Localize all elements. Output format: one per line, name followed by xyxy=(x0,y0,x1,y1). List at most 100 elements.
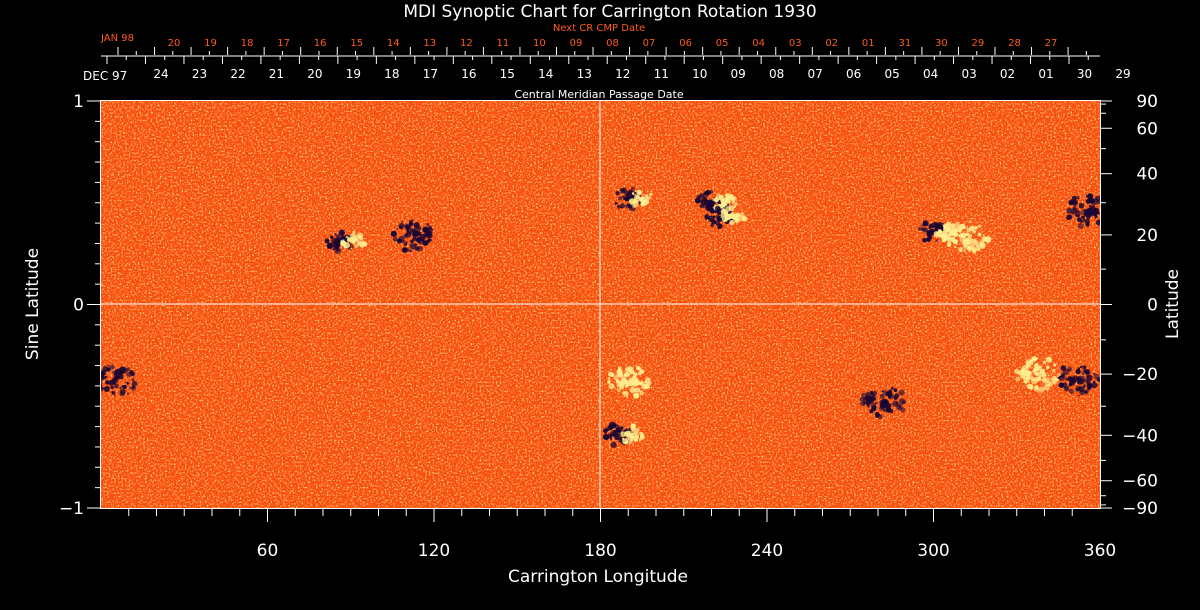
flux-speck xyxy=(610,441,617,448)
flux-speck xyxy=(934,227,938,231)
flux-speck xyxy=(629,387,636,394)
flux-speck xyxy=(634,190,637,192)
flux-speck xyxy=(409,249,412,253)
flux-speck xyxy=(1068,369,1071,372)
flux-speck xyxy=(643,383,650,390)
next-cmp-date-label: 16 xyxy=(314,38,327,49)
y-left-tick-label: −1 xyxy=(59,499,84,519)
flux-speck xyxy=(337,243,340,246)
flux-speck xyxy=(1082,365,1087,370)
flux-speck xyxy=(639,197,643,201)
flux-speck xyxy=(114,383,119,389)
flux-speck xyxy=(1038,386,1045,393)
flux-speck xyxy=(1087,383,1093,389)
flux-speck xyxy=(627,380,634,387)
flux-speck xyxy=(944,231,947,234)
flux-speck xyxy=(699,203,705,209)
cmp-date-label: 29 xyxy=(1115,67,1130,81)
flux-speck xyxy=(1072,377,1075,381)
flux-speck xyxy=(119,366,127,373)
next-cmp-date-label: 31 xyxy=(898,38,911,49)
flux-speck xyxy=(634,383,638,387)
flux-speck xyxy=(867,396,874,404)
flux-speck xyxy=(633,372,638,377)
flux-speck xyxy=(953,245,957,248)
next-cmp-date-label: 02 xyxy=(825,38,838,49)
next-cmp-date-label: 10 xyxy=(533,38,546,49)
flux-speck xyxy=(1034,376,1040,383)
flux-speck xyxy=(352,239,356,243)
cmp-date-label: 04 xyxy=(923,67,938,81)
flux-speck xyxy=(411,219,414,222)
flux-speck xyxy=(1025,375,1031,380)
flux-speck xyxy=(883,409,886,412)
flux-speck xyxy=(730,194,733,197)
flux-speck xyxy=(632,203,637,208)
active-region xyxy=(101,364,138,397)
flux-speck xyxy=(1065,377,1069,381)
flux-speck xyxy=(405,233,408,236)
flux-speck xyxy=(408,221,414,227)
flux-speck xyxy=(354,243,359,249)
flux-speck xyxy=(396,238,403,244)
flux-speck xyxy=(1094,197,1098,201)
flux-speck xyxy=(412,231,418,237)
next-cmp-date-label: 19 xyxy=(204,38,217,49)
flux-speck xyxy=(124,381,127,384)
flux-speck xyxy=(971,248,977,253)
flux-speck xyxy=(626,203,631,207)
next-cmp-date-label: 03 xyxy=(789,38,802,49)
flux-speck xyxy=(419,242,422,245)
flux-speck xyxy=(1083,218,1086,221)
plot-area xyxy=(101,101,1100,508)
y-axis-left-label: Sine Latitude xyxy=(23,248,43,360)
flux-speck xyxy=(334,232,337,236)
flux-speck xyxy=(1023,369,1030,377)
flux-speck xyxy=(950,234,953,236)
flux-speck xyxy=(731,200,735,204)
flux-speck xyxy=(959,223,966,230)
x-tick-label: 240 xyxy=(751,541,783,561)
flux-speck xyxy=(1075,368,1081,375)
x-tick-label: 180 xyxy=(584,541,616,561)
flux-speck xyxy=(127,392,129,395)
flux-speck xyxy=(640,434,645,440)
cmp-axis-title: Central Meridian Passage Date xyxy=(514,88,683,101)
flux-speck xyxy=(1040,368,1046,374)
flux-speck xyxy=(1080,381,1083,384)
active-region xyxy=(1014,356,1062,393)
next-cmp-date-label: 01 xyxy=(862,38,875,49)
flux-speck xyxy=(414,226,420,233)
flux-speck xyxy=(1036,372,1041,377)
flux-speck xyxy=(419,233,427,240)
flux-speck xyxy=(1081,216,1085,219)
next-axis-start-label: JAN 98 xyxy=(100,33,134,44)
flux-speck xyxy=(631,192,635,195)
flux-speck xyxy=(1087,193,1094,200)
next-cmp-date-label: 28 xyxy=(1008,38,1021,49)
flux-speck xyxy=(1079,365,1083,369)
flux-speck xyxy=(1066,207,1073,214)
flux-speck xyxy=(952,239,959,245)
flux-speck xyxy=(641,203,645,207)
flux-speck xyxy=(627,437,629,440)
flux-speck xyxy=(935,223,941,229)
flux-speck xyxy=(1053,363,1057,367)
flux-speck xyxy=(1032,370,1034,373)
flux-speck xyxy=(633,392,640,399)
flux-speck xyxy=(635,194,641,200)
next-cmp-date-label: 04 xyxy=(752,38,765,49)
flux-speck xyxy=(1086,372,1088,375)
flux-speck xyxy=(717,218,721,222)
flux-speck xyxy=(733,217,736,221)
flux-speck xyxy=(1057,376,1060,379)
flux-speck xyxy=(708,202,715,208)
flux-speck xyxy=(628,439,633,444)
flux-speck xyxy=(860,400,866,407)
flux-speck xyxy=(338,240,341,243)
flux-speck xyxy=(875,401,878,405)
flux-speck xyxy=(122,384,127,389)
flux-speck xyxy=(954,222,961,229)
flux-speck xyxy=(953,232,959,237)
